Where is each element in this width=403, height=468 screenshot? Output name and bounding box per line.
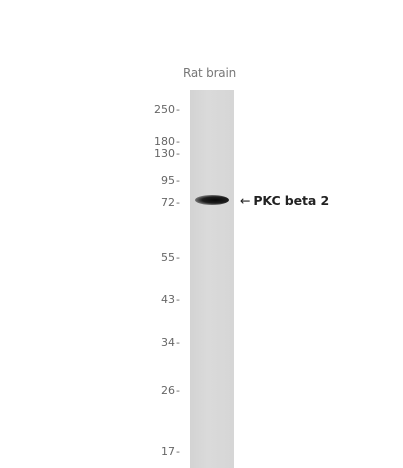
target-label: PKC beta 2: [253, 193, 330, 208]
mw-marker-17: 17-: [161, 445, 180, 458]
mw-marker-34: 34-: [161, 336, 180, 349]
gel-lane: [190, 90, 234, 468]
mw-marker-250: 250-: [154, 103, 180, 116]
target-annotation: ← PKC beta 2: [240, 193, 329, 208]
mw-marker-55: 55-: [161, 251, 180, 264]
protein-band: [195, 195, 229, 205]
lane-label: Rat brain: [183, 66, 236, 80]
mw-marker-72: 72-: [161, 196, 180, 209]
mw-marker-130: 130-: [154, 147, 180, 160]
mw-marker-43: 43-: [161, 293, 180, 306]
mw-marker-180: 180-: [154, 135, 180, 148]
arrow-left-icon: ←: [240, 193, 251, 208]
mw-marker-26: 26-: [161, 384, 180, 397]
mw-marker-95: 95-: [161, 174, 180, 187]
